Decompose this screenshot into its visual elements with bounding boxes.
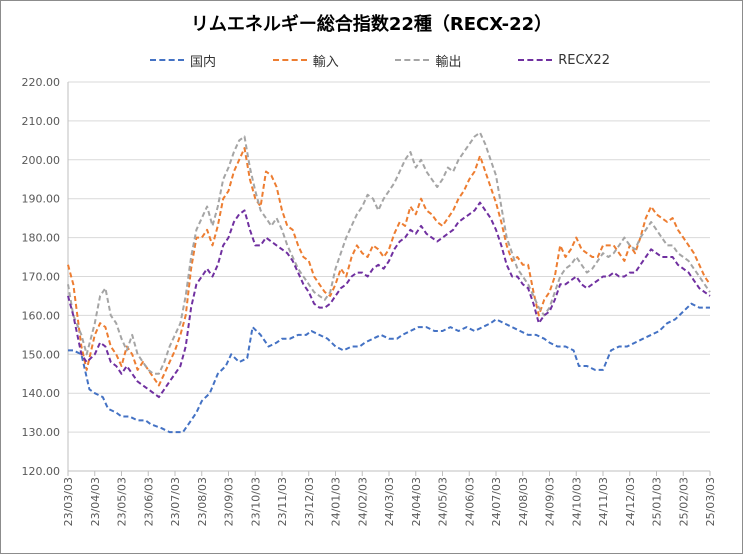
y-tick-label: 140.00 <box>22 387 61 400</box>
chart-title: リムエネルギー総合指数22種（RECX-22） <box>190 14 553 35</box>
legend-label-recx22: RECX22 <box>558 52 610 68</box>
y-tick-label: 200.00 <box>22 154 61 167</box>
x-tick-label: 24/08/03 <box>517 477 530 526</box>
series-line-2 <box>67 131 711 375</box>
x-tick-label: 25/01/03 <box>651 477 664 526</box>
y-tick-label: 120.00 <box>22 465 61 478</box>
y-tick-label: 180.00 <box>22 232 61 245</box>
x-tick-label: 23/06/03 <box>142 477 155 526</box>
series-line-3 <box>67 201 711 399</box>
x-tick-label: 24/02/03 <box>356 477 369 526</box>
x-tick-label: 24/01/03 <box>330 477 343 526</box>
y-tick-label: 190.00 <box>22 193 61 206</box>
x-tick-label: 23/04/03 <box>89 477 102 526</box>
y-tick-label: 220.00 <box>22 76 61 89</box>
x-tick-label: 25/03/03 <box>704 477 717 526</box>
legend-label-import: 輸入 <box>312 54 339 70</box>
x-tick-label: 24/12/03 <box>624 477 637 526</box>
x-tick-label: 24/03/03 <box>383 477 396 526</box>
x-tick-label: 23/08/03 <box>196 477 209 526</box>
x-tick-label: 23/11/03 <box>276 477 289 526</box>
x-tick-label: 23/12/03 <box>303 477 316 526</box>
x-tick-label: 24/10/03 <box>570 477 583 526</box>
x-tick-label: 23/03/03 <box>62 477 75 526</box>
x-tick-label: 25/02/03 <box>677 477 690 526</box>
legend-item-import: 輸入 <box>272 50 339 70</box>
x-tick-label: 24/09/03 <box>544 477 557 526</box>
x-tick-label: 24/04/03 <box>410 477 423 526</box>
y-tick-label: 210.00 <box>22 115 61 128</box>
x-tick-label: 23/10/03 <box>249 477 262 526</box>
x-tick-label: 23/07/03 <box>169 477 182 526</box>
legend: 国内 輸入 輸出 RECX22 <box>150 50 610 70</box>
series-line-0 <box>68 302 710 434</box>
series-line-1 <box>67 147 711 387</box>
y-tick-label: 130.00 <box>22 426 61 439</box>
legend-swatch-domestic <box>150 59 184 61</box>
legend-item-domestic: 国内 <box>150 50 216 70</box>
y-tick-label: 160.00 <box>22 309 61 322</box>
x-tick-label: 24/05/03 <box>437 477 450 526</box>
y-tick-label: 170.00 <box>22 271 61 284</box>
legend-swatch-import <box>272 59 307 61</box>
x-tick-label: 23/05/03 <box>116 477 129 526</box>
x-tick-label: 24/11/03 <box>597 477 610 526</box>
y-tick-label: 150.00 <box>22 348 61 361</box>
x-tick-label: 24/07/03 <box>490 477 503 526</box>
legend-swatch-export <box>395 59 430 61</box>
legend-label-domestic: 国内 <box>190 54 217 70</box>
legend-swatch-recx22 <box>518 59 553 61</box>
legend-item-export: 輸出 <box>395 50 461 70</box>
legend-item-recx22: RECX22 <box>518 50 610 70</box>
x-tick-label: 24/06/03 <box>463 477 476 526</box>
x-tick-label: 23/09/03 <box>223 477 236 526</box>
legend-label-export: 輸出 <box>435 54 462 70</box>
